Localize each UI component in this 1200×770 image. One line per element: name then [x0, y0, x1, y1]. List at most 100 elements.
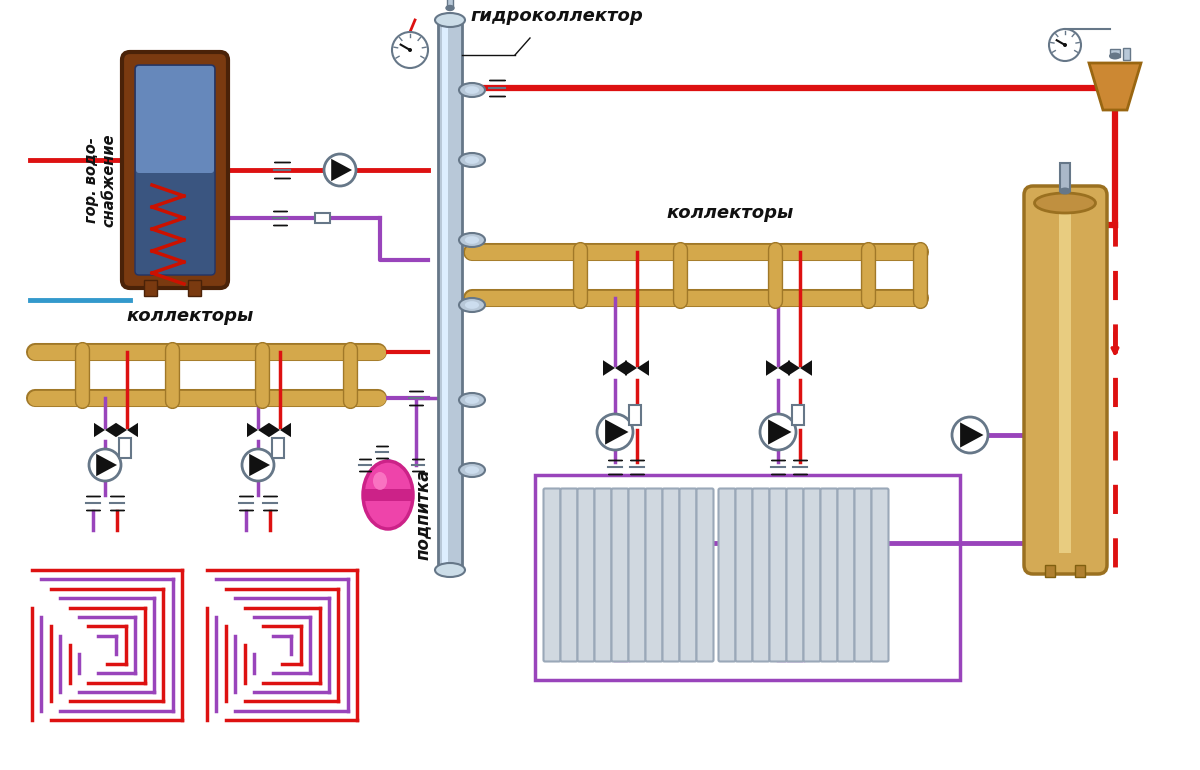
- Ellipse shape: [458, 233, 485, 247]
- Bar: [442, 25, 448, 565]
- Polygon shape: [766, 360, 778, 376]
- Circle shape: [1049, 29, 1081, 61]
- Text: подпитка: подпитка: [414, 468, 432, 560]
- Ellipse shape: [458, 83, 485, 97]
- Ellipse shape: [458, 153, 485, 167]
- Ellipse shape: [446, 5, 454, 11]
- Ellipse shape: [464, 466, 479, 474]
- Polygon shape: [800, 360, 812, 376]
- Ellipse shape: [364, 461, 413, 529]
- Ellipse shape: [464, 86, 479, 94]
- Polygon shape: [637, 360, 649, 376]
- FancyBboxPatch shape: [646, 488, 662, 661]
- Polygon shape: [602, 360, 614, 376]
- FancyBboxPatch shape: [560, 488, 577, 661]
- Bar: [314, 213, 330, 223]
- Ellipse shape: [373, 472, 386, 490]
- Ellipse shape: [1058, 188, 1070, 195]
- Circle shape: [89, 449, 121, 481]
- Circle shape: [324, 154, 356, 186]
- Polygon shape: [247, 423, 258, 437]
- Bar: [1123, 48, 1130, 60]
- Polygon shape: [280, 423, 292, 437]
- Ellipse shape: [1109, 52, 1121, 59]
- Polygon shape: [788, 360, 800, 376]
- Polygon shape: [269, 423, 280, 437]
- Text: коллекторы: коллекторы: [666, 204, 793, 222]
- FancyBboxPatch shape: [871, 488, 888, 661]
- Polygon shape: [1088, 63, 1141, 110]
- Text: коллекторы: коллекторы: [126, 307, 253, 325]
- Ellipse shape: [434, 563, 464, 577]
- FancyBboxPatch shape: [696, 488, 714, 661]
- Polygon shape: [614, 360, 626, 376]
- FancyBboxPatch shape: [136, 66, 214, 173]
- Bar: [438, 20, 462, 570]
- FancyBboxPatch shape: [752, 488, 769, 661]
- Bar: [144, 280, 157, 296]
- FancyBboxPatch shape: [804, 488, 821, 661]
- Polygon shape: [94, 423, 106, 437]
- Circle shape: [952, 417, 988, 453]
- FancyBboxPatch shape: [136, 65, 215, 275]
- Polygon shape: [605, 420, 629, 444]
- Polygon shape: [127, 423, 138, 437]
- Polygon shape: [258, 423, 269, 437]
- Circle shape: [1063, 43, 1067, 47]
- Bar: [1058, 207, 1070, 553]
- FancyBboxPatch shape: [629, 488, 646, 661]
- Polygon shape: [116, 423, 127, 437]
- Polygon shape: [96, 454, 118, 476]
- Polygon shape: [960, 423, 984, 447]
- Bar: [362, 489, 414, 501]
- Polygon shape: [331, 159, 352, 181]
- Ellipse shape: [464, 156, 479, 164]
- FancyBboxPatch shape: [1024, 186, 1106, 574]
- FancyBboxPatch shape: [122, 52, 228, 288]
- Polygon shape: [625, 360, 637, 376]
- Ellipse shape: [458, 298, 485, 312]
- FancyBboxPatch shape: [838, 488, 854, 661]
- Ellipse shape: [458, 463, 485, 477]
- FancyBboxPatch shape: [612, 488, 629, 661]
- FancyBboxPatch shape: [719, 488, 736, 661]
- Circle shape: [760, 414, 796, 450]
- Ellipse shape: [1034, 193, 1096, 213]
- FancyBboxPatch shape: [736, 488, 752, 661]
- Bar: [1045, 565, 1055, 577]
- Circle shape: [242, 449, 274, 481]
- Bar: [535, 475, 960, 680]
- FancyBboxPatch shape: [594, 488, 612, 661]
- Text: гор. водо-
снабжение: гор. водо- снабжение: [84, 133, 116, 226]
- Ellipse shape: [464, 236, 479, 244]
- Ellipse shape: [458, 393, 485, 407]
- FancyBboxPatch shape: [786, 488, 804, 661]
- FancyBboxPatch shape: [544, 488, 560, 661]
- Polygon shape: [768, 420, 792, 444]
- Ellipse shape: [434, 13, 464, 27]
- FancyBboxPatch shape: [854, 488, 871, 661]
- Circle shape: [596, 414, 634, 450]
- Polygon shape: [106, 423, 116, 437]
- Bar: [1110, 49, 1120, 57]
- Bar: [119, 438, 131, 458]
- FancyBboxPatch shape: [662, 488, 679, 661]
- Text: гидроколлектор: гидроколлектор: [470, 7, 643, 25]
- Bar: [1075, 565, 1085, 577]
- Bar: [188, 280, 202, 296]
- Bar: [272, 438, 284, 458]
- FancyBboxPatch shape: [577, 488, 594, 661]
- Polygon shape: [778, 360, 790, 376]
- Bar: [629, 405, 641, 425]
- Bar: [446, 0, 454, 8]
- Circle shape: [408, 48, 412, 52]
- Bar: [792, 405, 804, 425]
- Bar: [1060, 163, 1070, 191]
- Ellipse shape: [464, 301, 479, 309]
- FancyBboxPatch shape: [769, 488, 786, 661]
- Polygon shape: [250, 454, 270, 476]
- Circle shape: [392, 32, 428, 68]
- Ellipse shape: [464, 396, 479, 403]
- FancyBboxPatch shape: [821, 488, 838, 661]
- FancyBboxPatch shape: [679, 488, 696, 661]
